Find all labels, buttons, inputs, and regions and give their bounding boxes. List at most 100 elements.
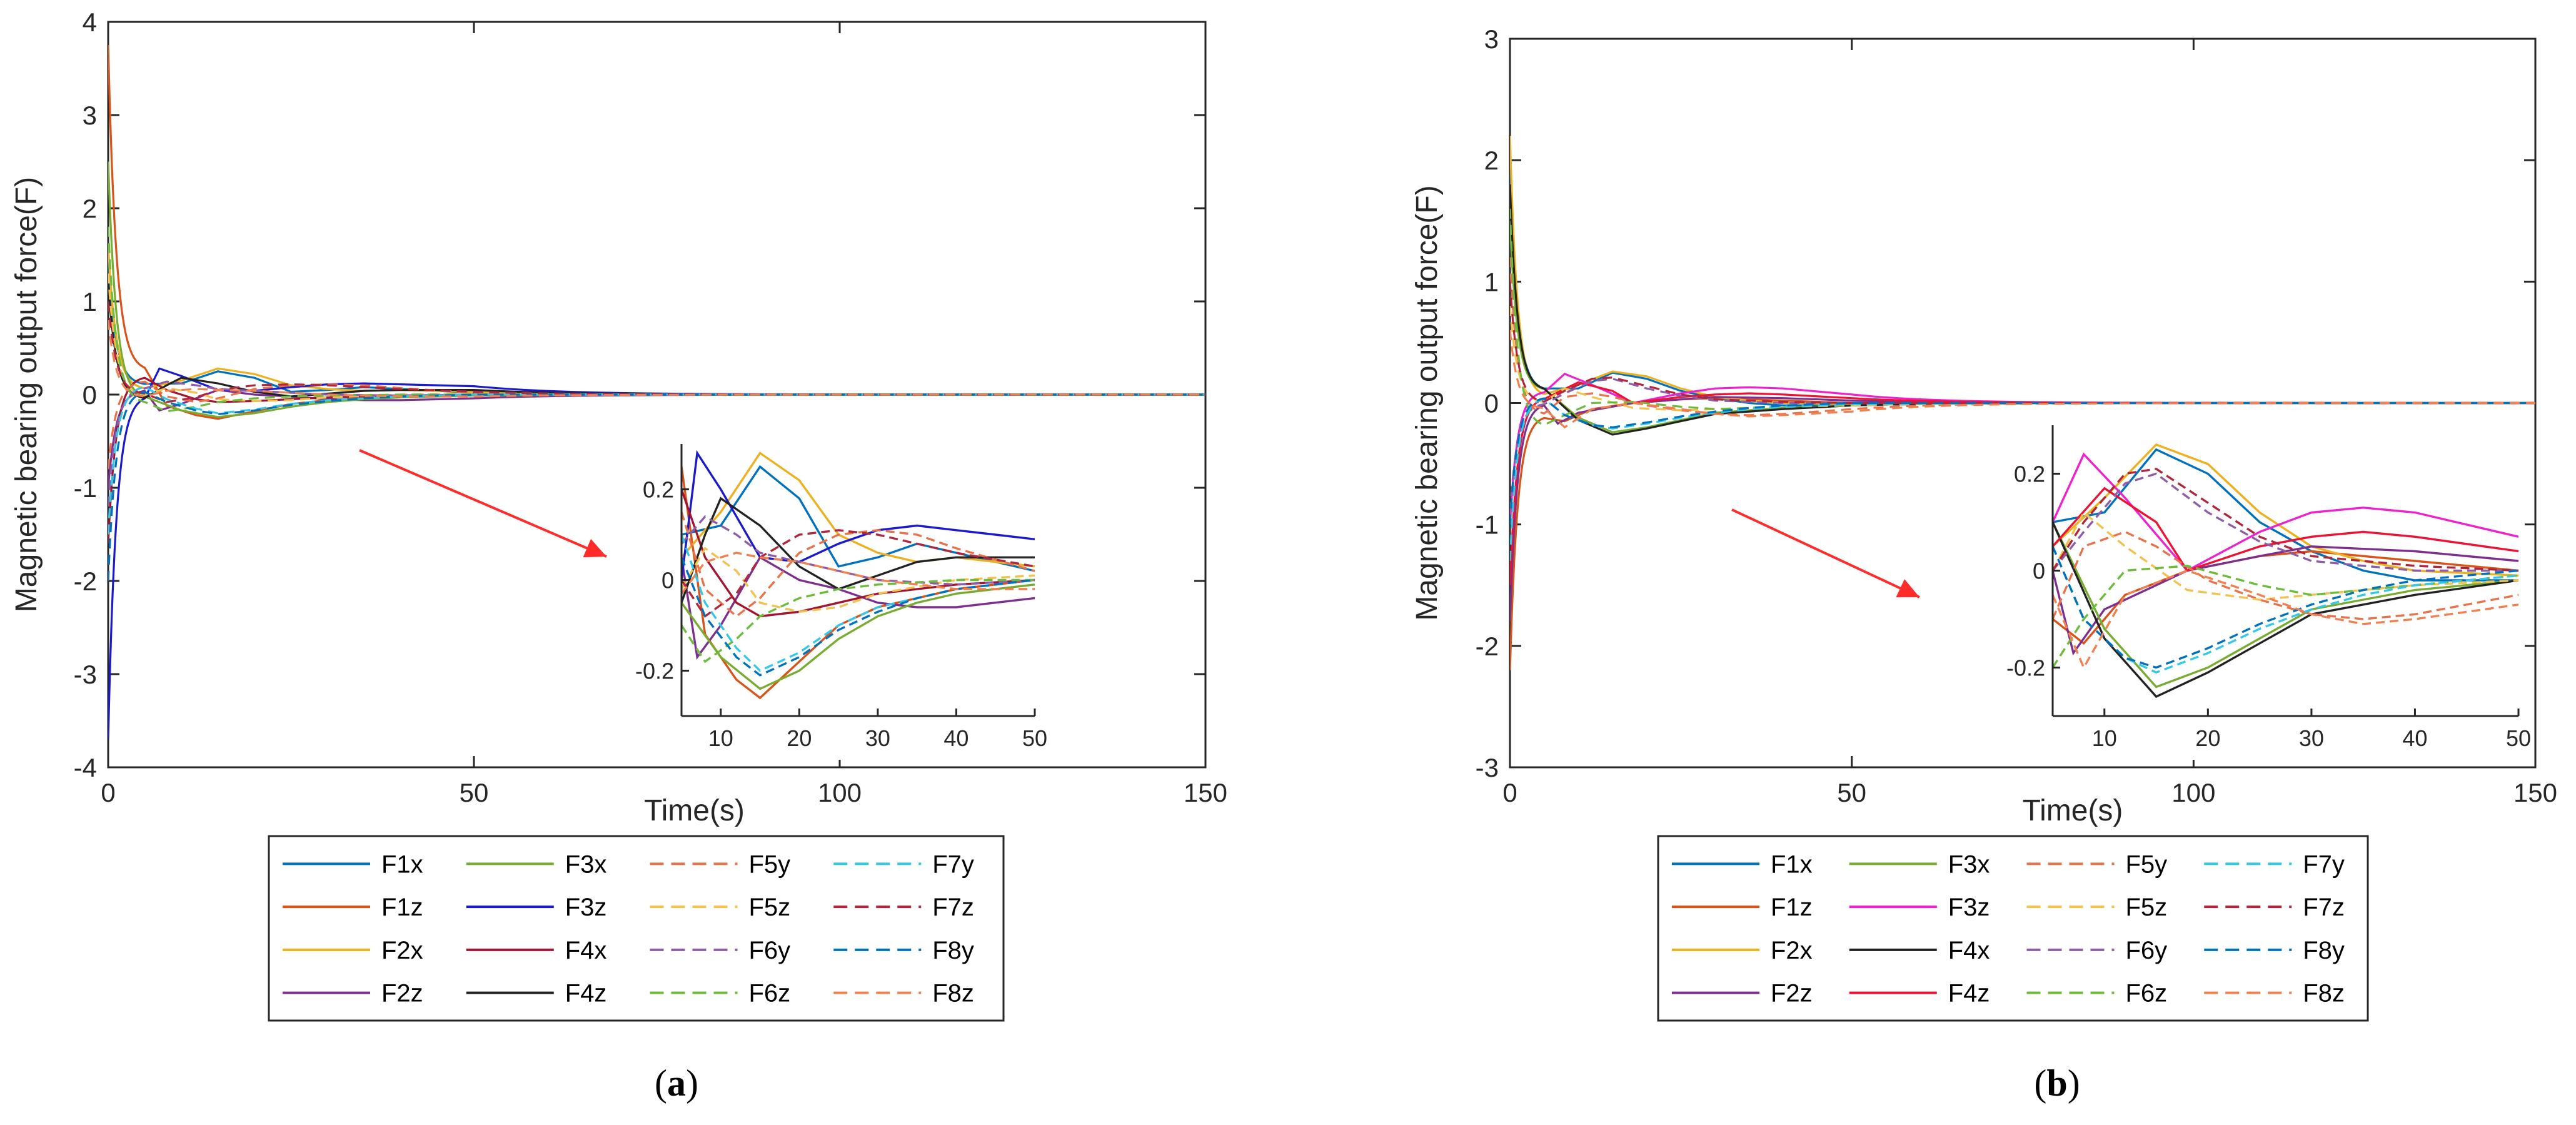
legend-label-F1z: F1z (381, 894, 423, 921)
inset-line-F6y (682, 515, 1035, 586)
legend-label-F2x: F2x (1771, 937, 1813, 964)
legend-label-F7y: F7y (2303, 850, 2345, 878)
inset-x-tick-label: 20 (787, 725, 812, 751)
y-axis-label: Magnetic bearing output force(F) (10, 177, 43, 612)
legend-label-F1x: F1x (1771, 850, 1813, 878)
x-tick-label: 50 (460, 778, 489, 807)
inset-line-F7z (2053, 468, 2518, 572)
inset-line-F4x (2053, 522, 2518, 699)
x-tick-label: 0 (101, 778, 115, 807)
caption-panel-letter: b (2046, 1062, 2067, 1104)
series-line-F7y (108, 385, 1205, 535)
inset-x-tick-label: 20 (2195, 725, 2220, 751)
caption-close-paren: ) (2068, 1062, 2080, 1104)
inset-line-F5y (682, 512, 1035, 618)
y-tick-label: 3 (1484, 24, 1499, 54)
panel-caption: (b) (2034, 1062, 2080, 1104)
x-tick-label: 150 (1184, 778, 1227, 807)
legend-label-F5y: F5y (749, 850, 791, 878)
legend-label-F3x: F3x (1948, 850, 1990, 878)
series-line-F6y (108, 380, 1205, 507)
inset-line-F3z (2053, 452, 2518, 572)
legend-label-F4x: F4x (565, 937, 607, 964)
legend-label-F4z: F4z (565, 980, 607, 1007)
inset-series-lines (682, 450, 1035, 700)
y-tick-label: 3 (83, 101, 97, 130)
inset-x-tick-label: 10 (2092, 725, 2117, 751)
series-lines (1510, 136, 2535, 670)
zoom-arrow-head (1896, 579, 1919, 598)
inset-line-F4z (2053, 487, 2518, 572)
y-tick-label: -2 (1476, 632, 1499, 661)
legend-label-F7y: F7y (932, 850, 974, 878)
legend-label-F3z: F3z (1948, 894, 1990, 921)
panel-caption: (a) (655, 1062, 698, 1104)
x-tick-label: 50 (1837, 778, 1866, 807)
inset-x-tick-label: 40 (943, 725, 969, 751)
inset-line-F6z (682, 578, 1035, 663)
y-tick-label: 0 (1484, 389, 1499, 418)
inset-plot: 10 20 30 40 50 0.2 0 -0.2 (635, 441, 1047, 760)
legend-label-F5y: F5y (2126, 850, 2168, 878)
legend-label-F2x: F2x (381, 937, 423, 964)
y-tick-label: -3 (74, 660, 97, 689)
legend-label-F8z: F8z (932, 980, 974, 1007)
inset-line-F8y (2053, 546, 2518, 669)
inset-line-F7y (682, 534, 1035, 672)
inset-line-F4z (682, 497, 1035, 603)
legend-label-F6z: F6z (749, 980, 791, 1007)
y-tick-label: -1 (74, 473, 97, 503)
y-tick-label: 2 (1484, 146, 1499, 175)
inset-line-F8y (682, 557, 1035, 677)
x-tick-label: 100 (818, 778, 862, 807)
y-tick-label: 4 (83, 8, 97, 37)
legend-label-F7z: F7z (932, 894, 974, 921)
inset-y-tick-label: -0.2 (2006, 655, 2045, 681)
inset-x-tick-label: 30 (865, 725, 890, 751)
legend-label-F6y: F6y (749, 937, 791, 964)
inset-line-F2x (2053, 443, 2518, 577)
inset-x-tick-label: 10 (708, 725, 733, 751)
y-tick-label: -4 (74, 753, 97, 782)
caption-panel-letter: a (667, 1062, 686, 1104)
inset-plot: 10 20 30 40 50 0.2 0 -0.2 (2006, 422, 2531, 760)
legend-label-F5z: F5z (2126, 894, 2168, 921)
inset-line-F3z (682, 450, 1035, 580)
zoom-arrow-shaft (1731, 508, 1920, 598)
inset-line-F2x (682, 452, 1035, 568)
legend-label-F6y: F6y (2126, 937, 2168, 964)
series-line-F8z (108, 320, 1205, 398)
inset-x-tick-label: 50 (2506, 725, 2531, 751)
y-tick-label: 1 (83, 287, 97, 316)
legend-label-F8z: F8z (2303, 980, 2345, 1007)
x-axis-label: Time(s) (2023, 794, 2123, 827)
inset-line-F8z (2053, 569, 2518, 670)
legend-label-F8y: F8y (932, 937, 974, 964)
legend-label-F6z: F6z (2126, 980, 2168, 1007)
y-tick-label: -3 (1476, 753, 1499, 782)
legend: F1x F1z F2x F2z F3x F3z F4x F4z F5y F5z F6y F6z F7y F… (1657, 835, 2369, 1022)
zoom-arrow-head (583, 538, 606, 558)
caption-close-paren: ) (686, 1062, 698, 1104)
series-line-F8z (1510, 330, 2535, 429)
inset-line-F7y (2053, 546, 2518, 674)
inset-line-F7z (682, 529, 1035, 618)
zoom-arrow-shaft (359, 449, 607, 558)
y-tick-label: 1 (1484, 267, 1499, 296)
legend-label-F5z: F5z (749, 894, 791, 921)
inset-line-F5z (682, 547, 1035, 613)
inset-x-tick-label: 40 (2402, 725, 2427, 751)
legend-label-F3x: F3x (565, 850, 607, 878)
y-axis-label: Magnetic bearing output force(F) (1411, 185, 1444, 620)
inset-series-lines (2053, 443, 2518, 699)
y-tick-label: 2 (83, 194, 97, 223)
legend-label-F1x: F1x (381, 850, 423, 878)
inset-y-tick-label: 0 (662, 568, 674, 593)
legend-label-F4z: F4z (1948, 980, 1990, 1007)
legend-label-F4x: F4x (1948, 937, 1990, 964)
inset-line-F3x (682, 583, 1035, 690)
x-tick-label: 100 (2171, 778, 2215, 807)
inset-line-F5y (2053, 530, 2518, 620)
